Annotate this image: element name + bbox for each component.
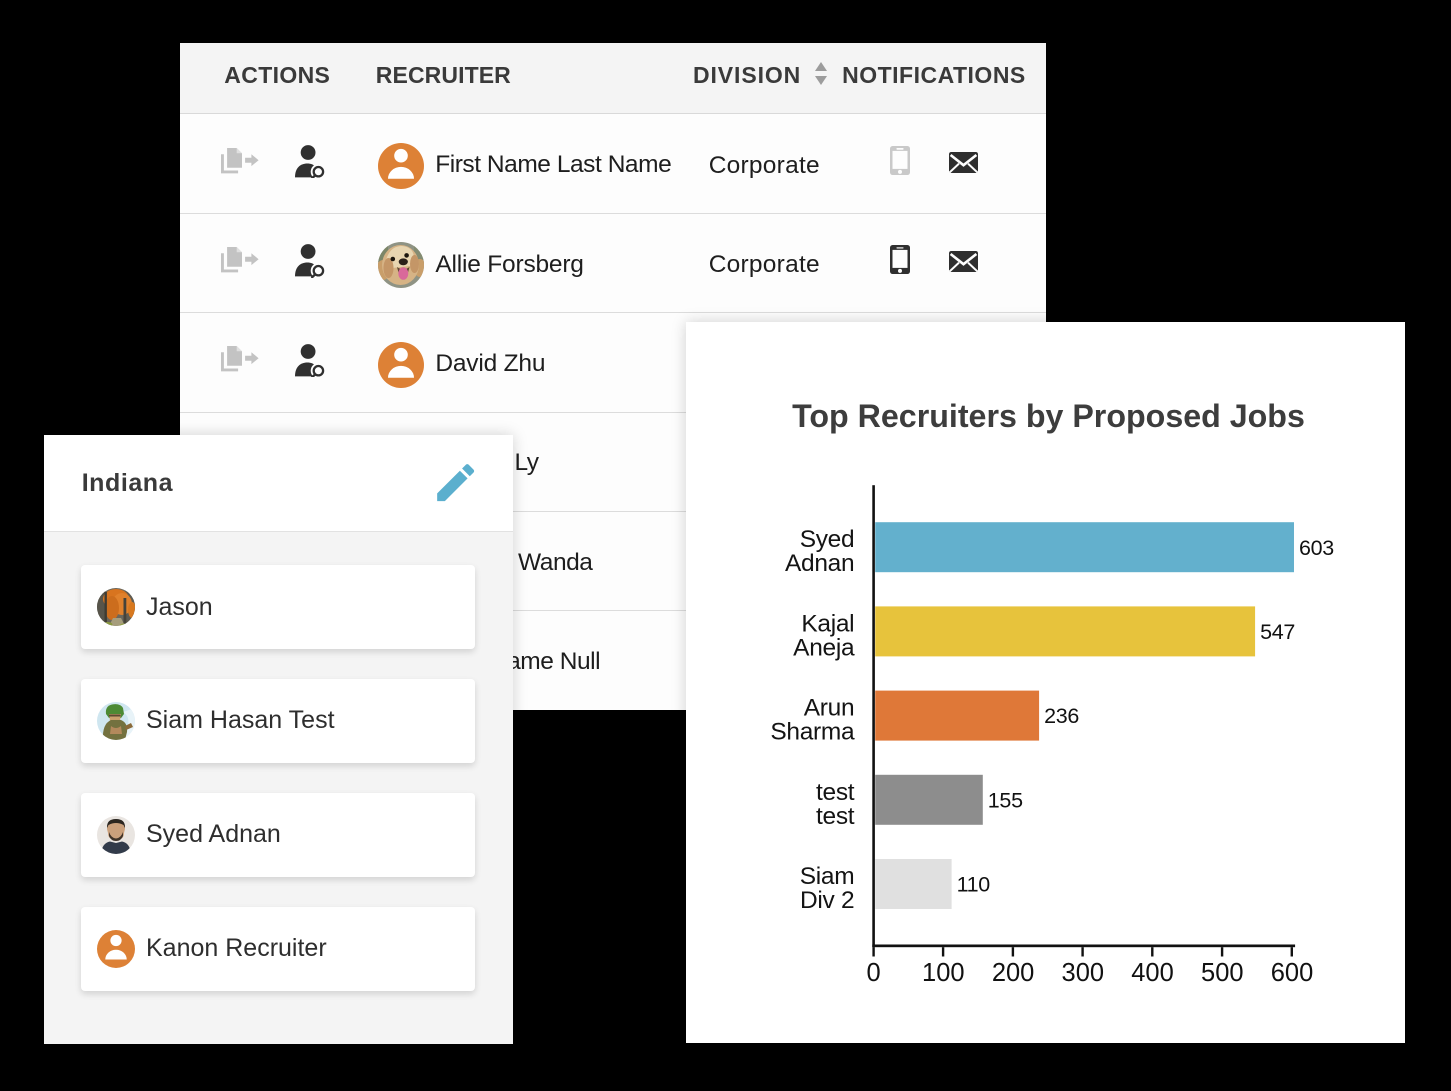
- svg-text:400: 400: [1131, 959, 1174, 987]
- svg-text:test: test: [816, 778, 855, 805]
- svg-text:155: 155: [988, 788, 1023, 812]
- svg-text:Div 2: Div 2: [800, 887, 854, 914]
- svg-text:Arun: Arun: [804, 694, 855, 721]
- svg-text:100: 100: [922, 959, 965, 987]
- svg-text:Top Recruiters by Proposed Job: Top Recruiters by Proposed Jobs: [792, 397, 1305, 433]
- svg-text:0: 0: [866, 959, 880, 987]
- svg-text:Syed: Syed: [799, 526, 854, 553]
- svg-text:Adnan: Adnan: [785, 550, 854, 577]
- svg-text:547: 547: [1260, 620, 1295, 644]
- svg-text:Siam: Siam: [800, 863, 855, 890]
- svg-text:Aneja: Aneja: [793, 634, 855, 661]
- svg-text:200: 200: [992, 959, 1035, 987]
- svg-text:300: 300: [1061, 959, 1104, 987]
- svg-text:603: 603: [1299, 535, 1334, 559]
- svg-text:Kajal: Kajal: [801, 610, 854, 637]
- svg-text:600: 600: [1271, 959, 1314, 987]
- svg-text:110: 110: [956, 872, 990, 896]
- svg-text:236: 236: [1044, 704, 1079, 728]
- svg-text:test: test: [816, 802, 855, 829]
- svg-text:Sharma: Sharma: [770, 718, 855, 745]
- svg-text:500: 500: [1201, 959, 1244, 987]
